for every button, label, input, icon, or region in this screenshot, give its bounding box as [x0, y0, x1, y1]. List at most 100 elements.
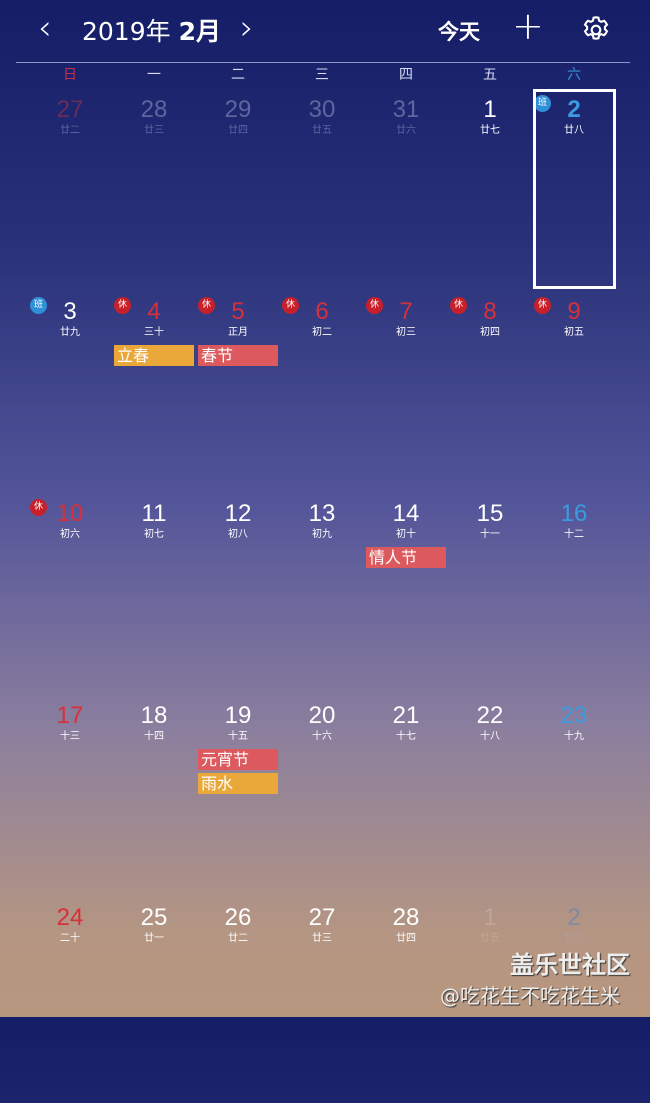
day-number: 20 — [308, 702, 336, 729]
day-number: 5 — [231, 298, 245, 325]
day-cell[interactable]: 3 廿九 班 — [28, 295, 112, 497]
lunar-date: 廿六 — [396, 125, 416, 136]
day-number: 1 — [483, 96, 497, 123]
lunar-date: 廿五 — [312, 125, 332, 136]
day-cell[interactable]: 27 廿二 — [28, 93, 112, 295]
day-number: 6 — [315, 298, 329, 325]
day-cell[interactable]: 8 初四 休 — [448, 295, 532, 497]
day-number: 2 — [567, 96, 581, 123]
lunar-date: 廿四 — [396, 933, 416, 944]
calendar-header: ‹ 2019年 2月 › 今天 + — [0, 0, 650, 62]
day-cell[interactable]: 18 十四 — [112, 699, 196, 901]
day-cell[interactable]: 1 廿五 — [448, 901, 532, 1103]
day-cell[interactable]: 28 廿三 — [112, 93, 196, 295]
workday-badge: 班 — [534, 95, 551, 112]
lunar-date: 初九 — [312, 529, 332, 540]
weekday-header: 日 — [63, 67, 77, 83]
day-cell[interactable]: 24 二十 — [28, 901, 112, 1103]
day-number: 28 — [392, 904, 420, 931]
day-cell[interactable]: 7 初三 休 — [364, 295, 448, 497]
rest-day-badge: 休 — [534, 297, 551, 314]
day-number: 27 — [308, 904, 336, 931]
day-number: 13 — [308, 500, 336, 527]
day-cell[interactable]: 12 初八 — [196, 497, 280, 699]
event-chip[interactable]: 情人节 — [366, 547, 446, 568]
day-cell[interactable]: 14 初十情人节 — [364, 497, 448, 699]
lunar-date: 初五 — [564, 327, 584, 338]
lunar-date: 廿一 — [144, 933, 164, 944]
day-number: 14 — [392, 500, 420, 527]
lunar-date: 十四 — [144, 731, 164, 742]
day-number: 9 — [567, 298, 581, 325]
day-number: 19 — [224, 702, 252, 729]
lunar-date: 十三 — [60, 731, 80, 742]
day-number: 29 — [224, 96, 252, 123]
rest-day-badge: 休 — [450, 297, 467, 314]
day-cell[interactable]: 2 廿八 班 — [532, 93, 616, 295]
day-cell[interactable]: 23 十九 — [532, 699, 616, 901]
chevron-left-icon[interactable]: ‹ — [38, 8, 52, 48]
day-cell[interactable]: 1 廿七 — [448, 93, 532, 295]
day-number: 1 — [483, 904, 497, 931]
day-cell[interactable]: 22 十八 — [448, 699, 532, 901]
day-cell[interactable]: 28 廿四 — [364, 901, 448, 1103]
day-cell[interactable]: 25 廿一 — [112, 901, 196, 1103]
lunar-date: 二十 — [60, 933, 80, 944]
day-number: 11 — [141, 500, 167, 527]
lunar-date: 初二 — [312, 327, 332, 338]
event-chip[interactable]: 春节 — [198, 345, 278, 366]
day-cell[interactable]: 10 初六 休 — [28, 497, 112, 699]
day-number: 30 — [308, 96, 336, 123]
day-cell[interactable]: 19 十五元宵节雨水 — [196, 699, 280, 901]
day-number: 28 — [140, 96, 168, 123]
lunar-date: 初十 — [396, 529, 416, 540]
lunar-date: 廿六 — [564, 933, 584, 944]
day-cell[interactable]: 9 初五 休 — [532, 295, 616, 497]
watermark-title: 盖乐世社区 — [510, 951, 630, 979]
lunar-date: 廿三 — [144, 125, 164, 136]
month-title[interactable]: 2019年 2月 — [82, 12, 221, 48]
lunar-date: 廿五 — [480, 933, 500, 944]
weekday-header: 六 — [567, 67, 581, 83]
lunar-date: 十七 — [396, 731, 416, 742]
day-cell[interactable]: 20 十六 — [280, 699, 364, 901]
day-cell[interactable]: 11 初七 — [112, 497, 196, 699]
lunar-date: 廿八 — [564, 125, 584, 136]
event-chip[interactable]: 元宵节 — [198, 749, 278, 770]
lunar-date: 十五 — [228, 731, 248, 742]
today-button[interactable]: 今天 — [438, 20, 480, 44]
day-cell[interactable]: 5 正月 休春节 — [196, 295, 280, 497]
day-cell[interactable]: 17 十三 — [28, 699, 112, 901]
chevron-right-icon[interactable]: › — [240, 8, 254, 48]
day-cell[interactable]: 31 廿六 — [364, 93, 448, 295]
rest-day-badge: 休 — [366, 297, 383, 314]
lunar-date: 廿三 — [312, 933, 332, 944]
day-cell[interactable]: 6 初二 休 — [280, 295, 364, 497]
day-cell[interactable]: 15 十一 — [448, 497, 532, 699]
plus-icon[interactable]: + — [512, 4, 544, 48]
day-cell[interactable]: 30 廿五 — [280, 93, 364, 295]
day-number: 12 — [224, 500, 252, 527]
year-label: 2019年 — [82, 17, 171, 46]
day-cell[interactable]: 26 廿二 — [196, 901, 280, 1103]
lunar-date: 十六 — [312, 731, 332, 742]
event-chip[interactable]: 立春 — [114, 345, 194, 366]
gear-icon[interactable] — [580, 14, 612, 46]
rest-day-badge: 休 — [282, 297, 299, 314]
day-cell[interactable]: 2 廿六 — [532, 901, 616, 1103]
day-cell[interactable]: 13 初九 — [280, 497, 364, 699]
lunar-date: 三十 — [144, 327, 164, 338]
day-cell[interactable]: 29 廿四 — [196, 93, 280, 295]
lunar-date: 初七 — [144, 529, 164, 540]
day-number: 17 — [56, 702, 84, 729]
event-chip[interactable]: 雨水 — [198, 773, 278, 794]
lunar-date: 十二 — [564, 529, 584, 540]
day-number: 21 — [392, 702, 420, 729]
day-number: 8 — [483, 298, 497, 325]
day-cell[interactable]: 21 十七 — [364, 699, 448, 901]
lunar-date: 廿二 — [60, 125, 80, 136]
day-number: 7 — [399, 298, 413, 325]
day-cell[interactable]: 27 廿三 — [280, 901, 364, 1103]
day-cell[interactable]: 4 三十 休立春 — [112, 295, 196, 497]
day-cell[interactable]: 16 十二 — [532, 497, 616, 699]
